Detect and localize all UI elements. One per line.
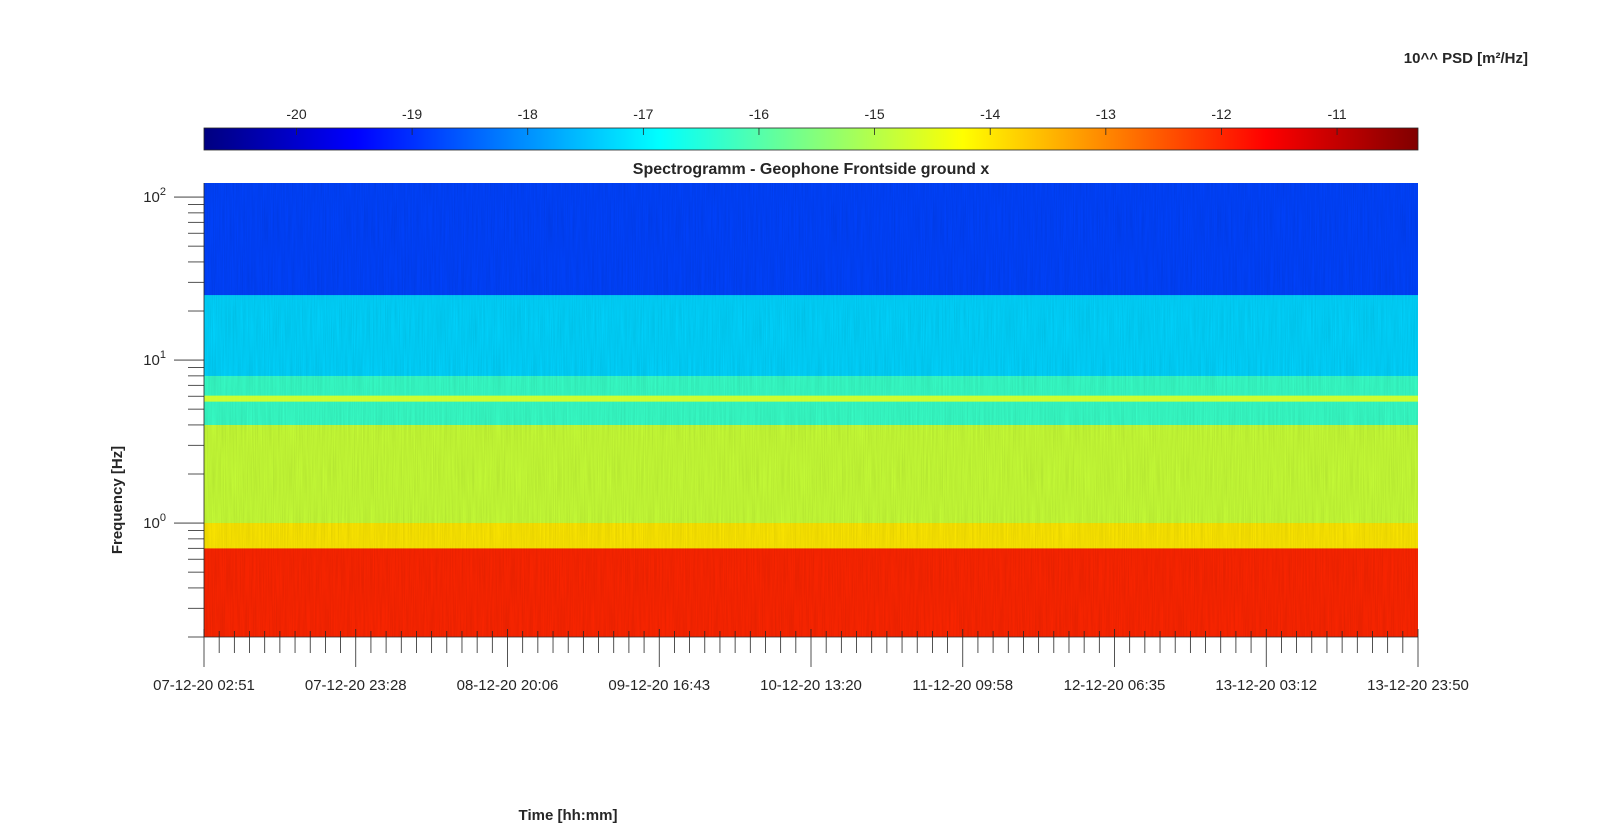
colorbar-label: 10^^ PSD [m²/Hz] — [1404, 50, 1528, 67]
x-tick-label: 07-12-20 23:28 — [305, 677, 407, 694]
y-tick-label: 101 — [143, 349, 166, 369]
y-tick-exponent: 1 — [160, 349, 166, 361]
colorbar-tick-label: -15 — [864, 106, 884, 122]
y-tick-mantissa: 10 — [143, 352, 160, 369]
x-tick-label: 11-12-20 09:58 — [912, 677, 1013, 694]
y-tick-mantissa: 10 — [143, 515, 160, 532]
colorbar-tick-label: -14 — [980, 106, 1000, 122]
chart-title: Spectrogramm - Geophone Frontside ground… — [633, 161, 990, 178]
y-tick-exponent: 2 — [160, 186, 166, 198]
x-tick-label: 12-12-20 06:35 — [1064, 677, 1166, 694]
y-tick-label: 100 — [143, 512, 166, 532]
spectrogram-band — [204, 295, 1418, 376]
spectrogram-image — [204, 183, 1418, 637]
x-tick-label: 13-12-20 03:12 — [1215, 677, 1317, 694]
y-tick-mantissa: 10 — [143, 189, 160, 206]
colorbar — [203, 127, 1419, 151]
y-tick-exponent: 0 — [160, 512, 166, 524]
colorbar-tick-label: -19 — [402, 106, 422, 122]
colorbar-tick-label: -16 — [749, 106, 769, 122]
spectrogram-bands — [204, 183, 1418, 637]
colorbar-tick-label: -17 — [633, 106, 653, 122]
spectrogram-noise — [204, 183, 1418, 637]
colorbar-tick-label: -12 — [1211, 106, 1231, 122]
colorbar-ticks: -20 -19 -18 -17 -16 -15 -14 -13 -12 -11 — [286, 106, 1347, 135]
spectrogram-band — [204, 523, 1418, 549]
spectrogram-band — [204, 548, 1418, 637]
spectral-line-peak — [204, 395, 1418, 402]
spectrogram-band — [204, 424, 1418, 524]
x-tick-label: 07-12-20 02:51 — [153, 677, 255, 694]
x-tick-label: 09-12-20 16:43 — [608, 677, 710, 694]
colorbar-tick-label: -11 — [1327, 106, 1346, 122]
x-tick-label: 08-12-20 20:06 — [457, 677, 559, 694]
spectrogram-band — [204, 183, 1418, 296]
x-tick-label: 13-12-20 23:50 — [1367, 677, 1469, 694]
x-tick-label: 10-12-20 13:20 — [760, 677, 862, 694]
x-axis-label: Time [hh:mm] — [519, 807, 618, 824]
colorbar-tick-label: -18 — [518, 106, 538, 122]
y-tick-label: 102 — [143, 186, 166, 206]
x-axis-ticks: 07-12-20 02:51 07-12-20 23:28 08-12-20 20:… — [153, 629, 1469, 694]
colorbar-tick-label: -13 — [1096, 106, 1116, 122]
colorbar-tick-label: -20 — [286, 106, 306, 122]
y-axis-label: Frequency [Hz] — [109, 446, 126, 554]
